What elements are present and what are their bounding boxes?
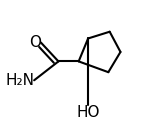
Text: O: O — [29, 35, 41, 50]
Text: H₂N: H₂N — [5, 73, 34, 88]
Text: HO: HO — [76, 105, 100, 120]
